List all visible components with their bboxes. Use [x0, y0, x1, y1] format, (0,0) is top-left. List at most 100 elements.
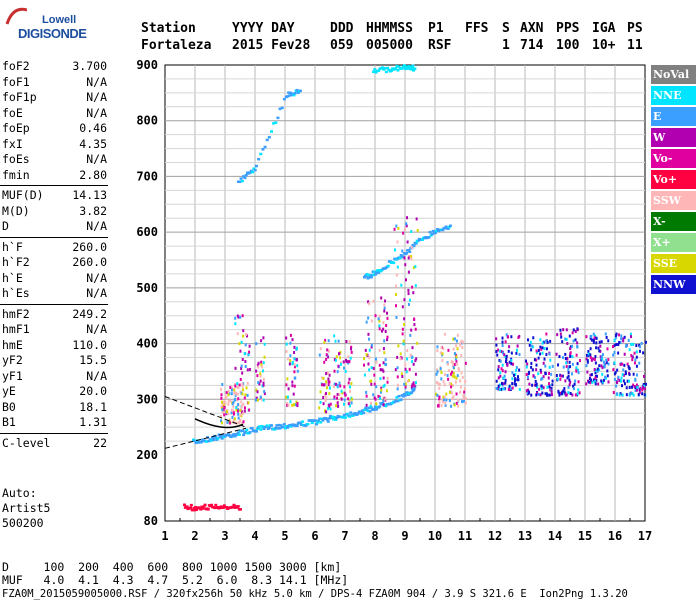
spread-point [410, 257, 413, 261]
spread-point [386, 338, 389, 342]
spread-point [240, 364, 243, 368]
spread-point [415, 217, 418, 221]
trace-point [237, 433, 241, 436]
spread-point [239, 418, 242, 422]
spread-point [329, 407, 332, 411]
spread-point [498, 388, 501, 392]
spread-point [498, 383, 501, 387]
spread-point [633, 361, 636, 365]
spread-point [221, 421, 224, 425]
trace-point [376, 269, 380, 272]
spread-point [347, 381, 350, 385]
spread-point [412, 383, 415, 387]
spread-point [462, 394, 465, 398]
spread-point [538, 387, 541, 391]
spread-point [395, 273, 398, 277]
param-params_group1-5: fxI 4.35 [2, 137, 107, 152]
spread-point [453, 363, 456, 367]
param-params_group1-1: foF1 N/A [2, 75, 107, 90]
spread-point [562, 328, 565, 332]
spread-point [595, 378, 598, 382]
x-tick-label: 17 [638, 529, 652, 543]
spread-point [642, 383, 645, 387]
trace-point [433, 231, 437, 235]
trace-point [373, 270, 377, 274]
trace-point [430, 232, 434, 236]
spread-point [381, 368, 384, 372]
spread-point [563, 387, 566, 391]
spread-point [633, 385, 636, 389]
param-value: N/A [86, 322, 107, 336]
trace-point [363, 408, 367, 412]
spread-point [223, 405, 226, 409]
spread-point [411, 285, 414, 289]
spread-point [370, 382, 373, 386]
spread-point [578, 391, 581, 395]
spread-point [323, 383, 326, 387]
trace-point [238, 180, 242, 184]
spread-point [586, 360, 589, 364]
trace-point [412, 387, 416, 391]
legend-item-vo: Vo- [651, 149, 696, 168]
spread-point [456, 347, 459, 351]
spread-point [594, 371, 597, 375]
spread-point [623, 352, 626, 356]
spread-point [237, 412, 240, 416]
spread-point [237, 421, 240, 425]
trace-point [315, 422, 318, 426]
spread-point [291, 338, 294, 342]
trace-point [228, 434, 232, 437]
trace-point [448, 224, 452, 228]
spread-point [593, 367, 596, 371]
spread-point [237, 409, 240, 413]
x-tick-label: 9 [401, 529, 408, 543]
spread-point [373, 373, 376, 377]
trace-point [250, 427, 254, 430]
spread-point [383, 309, 386, 313]
spread-point [618, 340, 621, 344]
spread-point [511, 377, 514, 381]
spread-point [615, 384, 618, 388]
spread-point [555, 352, 558, 356]
param-separator [0, 432, 108, 434]
spread-point [495, 337, 498, 341]
spread-point [380, 329, 383, 333]
spread-point [568, 383, 571, 387]
spread-point [596, 369, 599, 373]
spread-point [535, 393, 538, 397]
trace-point [441, 228, 445, 232]
trace-point [429, 234, 433, 237]
param-name: h`F2 [2, 255, 30, 269]
spread-point [594, 355, 597, 359]
spread-point [510, 351, 513, 355]
spread-point [239, 315, 242, 319]
spread-point [613, 372, 616, 376]
spread-point [501, 369, 504, 373]
trace-point [373, 68, 377, 71]
spread-point [230, 411, 233, 415]
y-tick-label: 800 [136, 114, 158, 128]
spread-point [576, 344, 579, 348]
trace-point [396, 399, 400, 403]
spread-point [539, 338, 542, 342]
spread-point [595, 341, 598, 345]
spread-point [542, 375, 545, 379]
spread-point [384, 330, 387, 334]
spread-point [563, 390, 566, 394]
spread-point [641, 392, 644, 396]
spread-point [319, 390, 322, 394]
spread-point [350, 350, 353, 354]
spread-point [592, 340, 595, 344]
spread-point [460, 400, 463, 404]
spread-point [335, 404, 338, 408]
spread-point [231, 402, 234, 406]
spread-point [511, 386, 514, 390]
spread-point [525, 373, 528, 377]
param-separator [0, 185, 108, 186]
spread-point [628, 379, 631, 383]
trace-point [368, 273, 372, 277]
param-params_group3-2: h`E N/A [2, 271, 107, 286]
spread-point [243, 409, 246, 413]
spread-point [594, 374, 597, 378]
spread-point [628, 386, 631, 390]
